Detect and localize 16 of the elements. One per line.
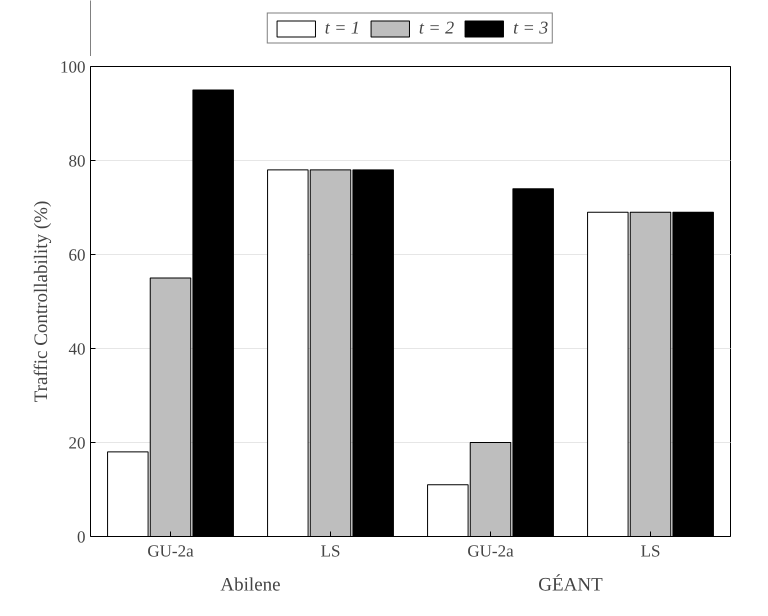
legend-label: t = 1	[324, 18, 360, 38]
text: GÉANT	[538, 574, 604, 596]
y-tick-label: 40	[68, 340, 86, 358]
x-tick-label: GU-2a	[147, 542, 194, 560]
legend-label: t = 2	[418, 18, 454, 38]
x-tick-label: LS	[640, 542, 660, 560]
y-tick-label: 100	[60, 58, 86, 76]
y-tick-label: 0	[77, 528, 86, 546]
y-tick-label: 80	[68, 152, 86, 170]
y-axis-title: Traffic Controllability (%)	[31, 200, 52, 402]
y-tick-label: 20	[68, 434, 86, 452]
x-tick-label: GU-2a	[467, 542, 514, 560]
legend-label: t = 3	[513, 18, 548, 38]
x-tick-label: LS	[320, 542, 340, 560]
y-tick-label: 60	[68, 246, 86, 264]
text: Abilene	[220, 574, 281, 596]
